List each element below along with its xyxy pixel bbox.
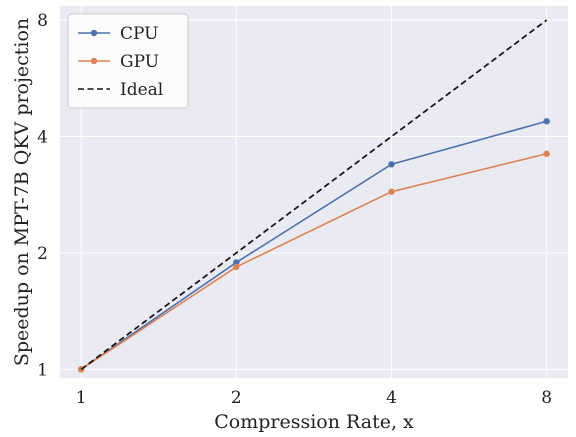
y-tick-label: 4 [37,128,48,148]
x-tick-label: 1 [76,388,87,408]
legend: CPU GPU Ideal [67,13,189,109]
gpu-point [388,188,395,195]
legend-gpu-marker [90,57,98,65]
gpu-series-line [80,152,547,371]
series-group [77,19,550,373]
y-tick-label: 1 [37,360,48,380]
cpu-point [388,161,395,168]
y-axis-label: Speedup on MPT-7B QKV projection [11,18,33,366]
x-tick-label: 2 [231,388,242,408]
gpu-point [233,263,240,271]
ideal-series-line [80,19,548,371]
y-tick-label: 2 [37,244,48,264]
x-axis-label: Compression Rate, x [214,411,414,433]
legend-gpu-label: GPU [120,52,159,72]
x-axis-ticks: 1 2 4 8 [76,388,552,408]
legend-cpu-label: CPU [120,24,158,44]
legend-box [67,13,189,109]
legend-cpu-marker [90,29,98,37]
cpu-series-line [80,120,547,371]
gpu-point [543,150,550,157]
cpu-point [233,259,240,266]
x-tick-label: 8 [541,388,552,408]
y-tick-label: 8 [37,11,48,31]
y-axis-ticks: 1 2 4 8 [37,11,48,380]
legend-ideal-label: Ideal [120,80,163,100]
cpu-point [543,118,550,125]
x-tick-label: 4 [386,388,397,408]
